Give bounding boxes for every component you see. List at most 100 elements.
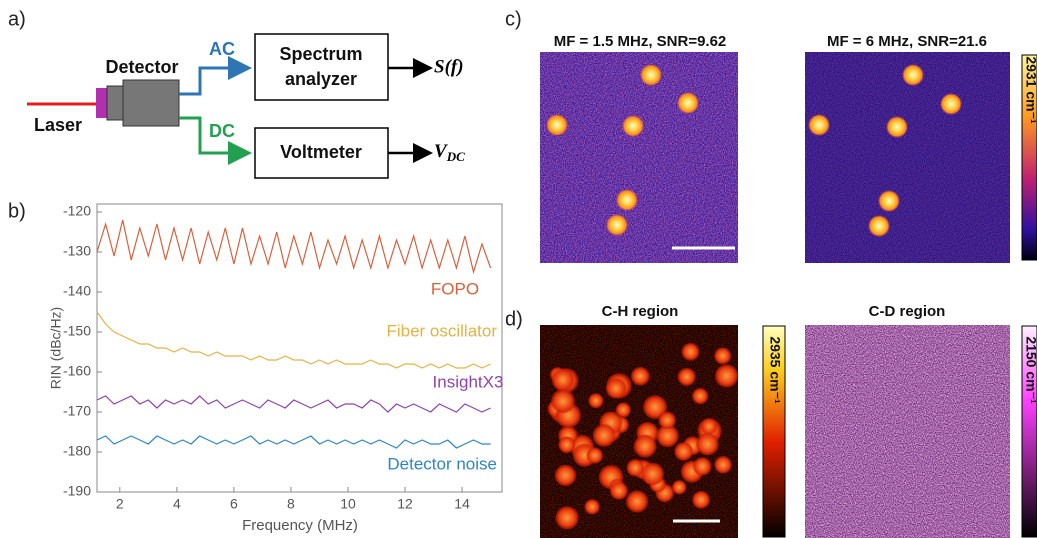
particle <box>878 190 900 212</box>
particle <box>886 116 908 138</box>
x-tick-label: 2 <box>116 496 124 512</box>
cell <box>714 347 732 365</box>
y-tick-label: -120 <box>63 203 91 219</box>
cell <box>677 367 696 386</box>
detector-front <box>106 85 124 121</box>
y-tick-label: -150 <box>63 323 91 339</box>
image-noise <box>805 52 1010 263</box>
colorbar-label: 2931 cm⁻¹ <box>1023 56 1037 124</box>
dc-output: VDC <box>434 141 465 164</box>
cell <box>558 436 575 454</box>
image-noise <box>805 325 1010 538</box>
image-title: C-D region <box>869 303 946 320</box>
voltmeter-box <box>254 127 389 179</box>
image-title: MF = 6 MHz, SNR=21.6 <box>827 33 987 50</box>
series-line <box>96 311 491 369</box>
x-axis-label: Frequency (MHz) <box>242 517 358 534</box>
particle <box>940 93 962 115</box>
cell <box>672 480 687 495</box>
cell <box>551 389 575 413</box>
ac-path <box>179 56 252 96</box>
rin-chart: RIN (dBc/Hz) Frequency (MHz) -190 -180 -17… <box>48 203 504 534</box>
series-label: InsightX3 <box>433 372 504 391</box>
particle <box>902 64 924 86</box>
cell <box>606 378 626 399</box>
ac-output: S(f) <box>434 56 464 77</box>
image-title: MF = 1.5 MHz, SNR=9.62 <box>554 33 727 50</box>
voltmeter-label: Voltmeter <box>280 142 362 162</box>
y-tick-label: -190 <box>63 483 91 499</box>
image-panel-c: MF = 1.5 MHz, SNR=9.62 MF = 6 MHz, SNR=2… <box>540 33 1037 263</box>
series-label: FOPO <box>431 279 479 298</box>
y-tick-label: -170 <box>63 403 91 419</box>
detector-window <box>96 88 107 118</box>
particle <box>808 114 830 136</box>
cell <box>641 462 664 486</box>
cell <box>696 433 719 456</box>
colorbar-label: 2935 cm⁻¹ <box>767 336 783 404</box>
series-label: Fiber oscillator <box>386 321 497 340</box>
cell <box>584 499 600 515</box>
particle <box>616 189 638 211</box>
x-tick-label: 10 <box>340 496 356 512</box>
x-tick-label: 12 <box>397 496 413 512</box>
image-panel-d: C-H region C-D region 2935 cm⁻¹ 2150 cm⁻… <box>540 303 1037 538</box>
series-line <box>96 219 492 275</box>
cells <box>547 342 739 530</box>
ac-label: AC <box>209 39 235 59</box>
cell <box>633 434 657 458</box>
x-tick-label: 4 <box>173 496 181 512</box>
series-line <box>96 435 491 449</box>
setup-diagram: Detector Laser AC DC Spectrum analyzer V… <box>27 33 465 179</box>
colorbar <box>762 325 786 538</box>
cell <box>681 342 700 361</box>
particle <box>677 92 699 114</box>
particle <box>640 64 662 86</box>
y-tick-label: -130 <box>63 243 91 259</box>
cell <box>692 388 709 405</box>
series-line <box>96 395 491 413</box>
cell <box>551 368 574 391</box>
dc-output-sub: DC <box>446 149 465 164</box>
cell <box>714 456 732 474</box>
series-label: Detector noise <box>387 454 497 473</box>
colorbar <box>1021 325 1037 538</box>
cell <box>674 442 693 461</box>
detector-body <box>122 79 180 127</box>
y-axis-label: RIN (dBc/Hz) <box>48 307 64 389</box>
cell <box>700 418 718 435</box>
cell <box>586 447 603 464</box>
cell <box>692 490 710 509</box>
cell <box>555 506 579 530</box>
cell <box>658 411 676 429</box>
cell <box>693 457 712 476</box>
cell <box>715 364 739 388</box>
image-noise <box>540 52 738 263</box>
laser-label: Laser <box>34 115 82 135</box>
cell <box>609 481 628 500</box>
panel-label: b) <box>8 200 26 222</box>
y-tick-label: -160 <box>63 363 91 379</box>
panel-label: c) <box>505 8 522 30</box>
dc-label: DC <box>209 121 235 141</box>
cell <box>554 464 577 487</box>
cell <box>592 424 616 447</box>
x-tick-label: 14 <box>454 496 470 512</box>
particles <box>546 64 962 237</box>
cell <box>656 424 679 448</box>
cell <box>626 490 649 513</box>
dc-path <box>179 116 252 165</box>
particle <box>606 214 628 236</box>
x-tick-label: 8 <box>287 496 295 512</box>
x-tick-label: 6 <box>230 496 238 512</box>
cell <box>626 459 644 477</box>
colorbar <box>1021 54 1037 261</box>
particle <box>546 114 568 136</box>
particle <box>868 215 890 237</box>
y-tick-label: -140 <box>63 283 91 299</box>
detector-label: Detector <box>105 57 178 77</box>
panel-label: d) <box>505 308 523 330</box>
cell <box>643 395 667 419</box>
particle <box>622 115 644 137</box>
